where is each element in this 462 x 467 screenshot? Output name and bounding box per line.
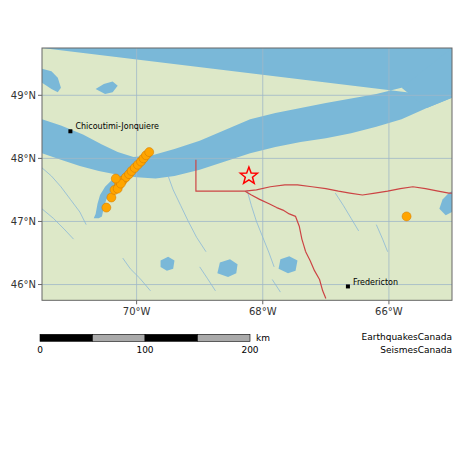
y-tick-label: 47°N: [11, 216, 36, 227]
water-area: [42, 48, 452, 179]
x-tick-label: 70°W: [123, 306, 151, 317]
map-line: [42, 168, 86, 225]
map-line: [335, 193, 358, 231]
y-tick: [38, 284, 42, 285]
plot-marks: [42, 48, 452, 300]
attribution-line: EarthquakesCanada: [362, 332, 452, 342]
water-area: [279, 256, 298, 273]
line-layers: [42, 160, 452, 299]
map-line: [247, 190, 274, 267]
grid-line-x: [262, 48, 263, 300]
grid-line-y: [42, 95, 452, 96]
map-line: [376, 225, 387, 252]
scale-bar-label: 0: [37, 345, 43, 355]
scale-bar: 0 100 200 km: [37, 333, 270, 356]
city-marker: [68, 129, 72, 133]
earthquake-point: [102, 203, 111, 212]
scale-bar-label: 100: [136, 345, 153, 355]
map-line: [272, 279, 280, 292]
city-marker: [346, 284, 350, 288]
city-label: Chicoutimi-Jonquiere: [75, 122, 159, 131]
water-area: [161, 257, 175, 271]
grid-line-x: [136, 48, 137, 300]
earthquake-point: [402, 212, 411, 221]
grid-line-x: [388, 48, 389, 300]
x-tick: [262, 300, 263, 304]
grid-lines: [42, 48, 452, 300]
map-line: [196, 160, 245, 192]
x-tick-label: 68°W: [249, 306, 277, 317]
axes: 70°W 68°W 66°W 46°N 47°N 48°N 49°N: [11, 90, 403, 317]
map-line: [245, 185, 452, 195]
y-tick: [38, 158, 42, 159]
attribution-line: SeismesCanada: [380, 345, 452, 355]
grid-line-y: [42, 158, 452, 159]
star-marker: [240, 167, 257, 183]
map-chart: Chicoutimi-Jonquiere Fredericton 70°W 68°W 6…: [0, 0, 462, 467]
water-area: [402, 48, 452, 108]
city-labels: Chicoutimi-Jonquiere Fredericton: [68, 122, 398, 288]
map-line: [42, 209, 74, 239]
scale-bar-unit: km: [256, 333, 270, 343]
earthquake-point: [145, 148, 154, 157]
scale-bar-segment: [198, 334, 251, 341]
earthquake-point: [111, 174, 120, 183]
map-line: [245, 191, 306, 252]
map-line: [168, 176, 206, 252]
city-label: Fredericton: [353, 278, 398, 287]
y-tick: [38, 95, 42, 96]
grid-line-y: [42, 221, 452, 222]
water-area: [96, 81, 118, 94]
water-area: [94, 152, 155, 218]
map-line: [200, 267, 216, 291]
map-line: [306, 252, 326, 299]
x-tick: [388, 300, 389, 304]
y-tick-label: 48°N: [11, 153, 36, 164]
scale-bar-segment: [145, 334, 198, 341]
water-area: [439, 191, 452, 215]
water-area: [42, 69, 61, 92]
y-tick-label: 46°N: [11, 279, 36, 290]
x-tick: [136, 300, 137, 304]
plot-frame: [42, 48, 452, 300]
scale-bar-segment: [40, 334, 93, 341]
attribution: EarthquakesCanada SeismesCanada: [362, 332, 452, 355]
plot-background: [42, 48, 452, 300]
point-layers: [102, 148, 411, 221]
scale-bar-label: 200: [241, 345, 258, 355]
map-line: [123, 258, 151, 291]
y-tick-label: 49°N: [11, 90, 36, 101]
y-tick: [38, 221, 42, 222]
scale-bar-segment: [93, 334, 146, 341]
base-layers: [42, 48, 452, 277]
water-area: [217, 259, 237, 277]
x-tick-label: 66°W: [375, 306, 403, 317]
